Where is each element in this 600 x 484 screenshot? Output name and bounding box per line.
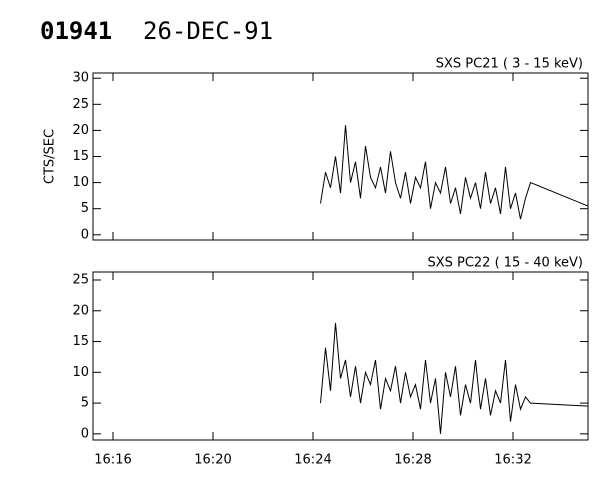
y-tick-label: 25 (72, 97, 89, 112)
y-tick-label: 10 (72, 365, 89, 380)
panel-title: SXS PC21 ( 3 - 15 keV) (436, 57, 583, 72)
y-tick-label: 15 (72, 149, 89, 164)
x-tick-label: 16:32 (494, 453, 531, 468)
y-tick-label: 0 (81, 426, 89, 441)
light-curve (320, 323, 589, 434)
y-tick-label: 5 (81, 201, 89, 216)
observation-id: 01941 (40, 17, 112, 45)
light-curve (320, 125, 589, 220)
y-axis-label: CTS/SEC (43, 129, 58, 184)
y-tick-label: 20 (72, 123, 89, 138)
y-tick-label: 25 (72, 273, 89, 288)
x-tick-label: 16:24 (294, 453, 331, 468)
y-tick-label: 0 (81, 227, 89, 242)
y-tick-label: 15 (72, 334, 89, 349)
y-tick-label: 10 (72, 175, 89, 190)
x-tick-label: 16:20 (194, 453, 231, 468)
x-tick-label: 16:28 (394, 453, 431, 468)
y-tick-label: 20 (72, 303, 89, 318)
plot-frame (92, 271, 589, 441)
observation-date: 26-DEC-91 (143, 17, 273, 45)
panel-title: SXS PC22 ( 15 - 40 keV) (427, 256, 583, 271)
plot-frame (92, 72, 589, 241)
x-tick-label: 16:16 (94, 453, 131, 468)
y-tick-label: 5 (81, 396, 89, 411)
y-tick-label: 30 (72, 71, 89, 86)
